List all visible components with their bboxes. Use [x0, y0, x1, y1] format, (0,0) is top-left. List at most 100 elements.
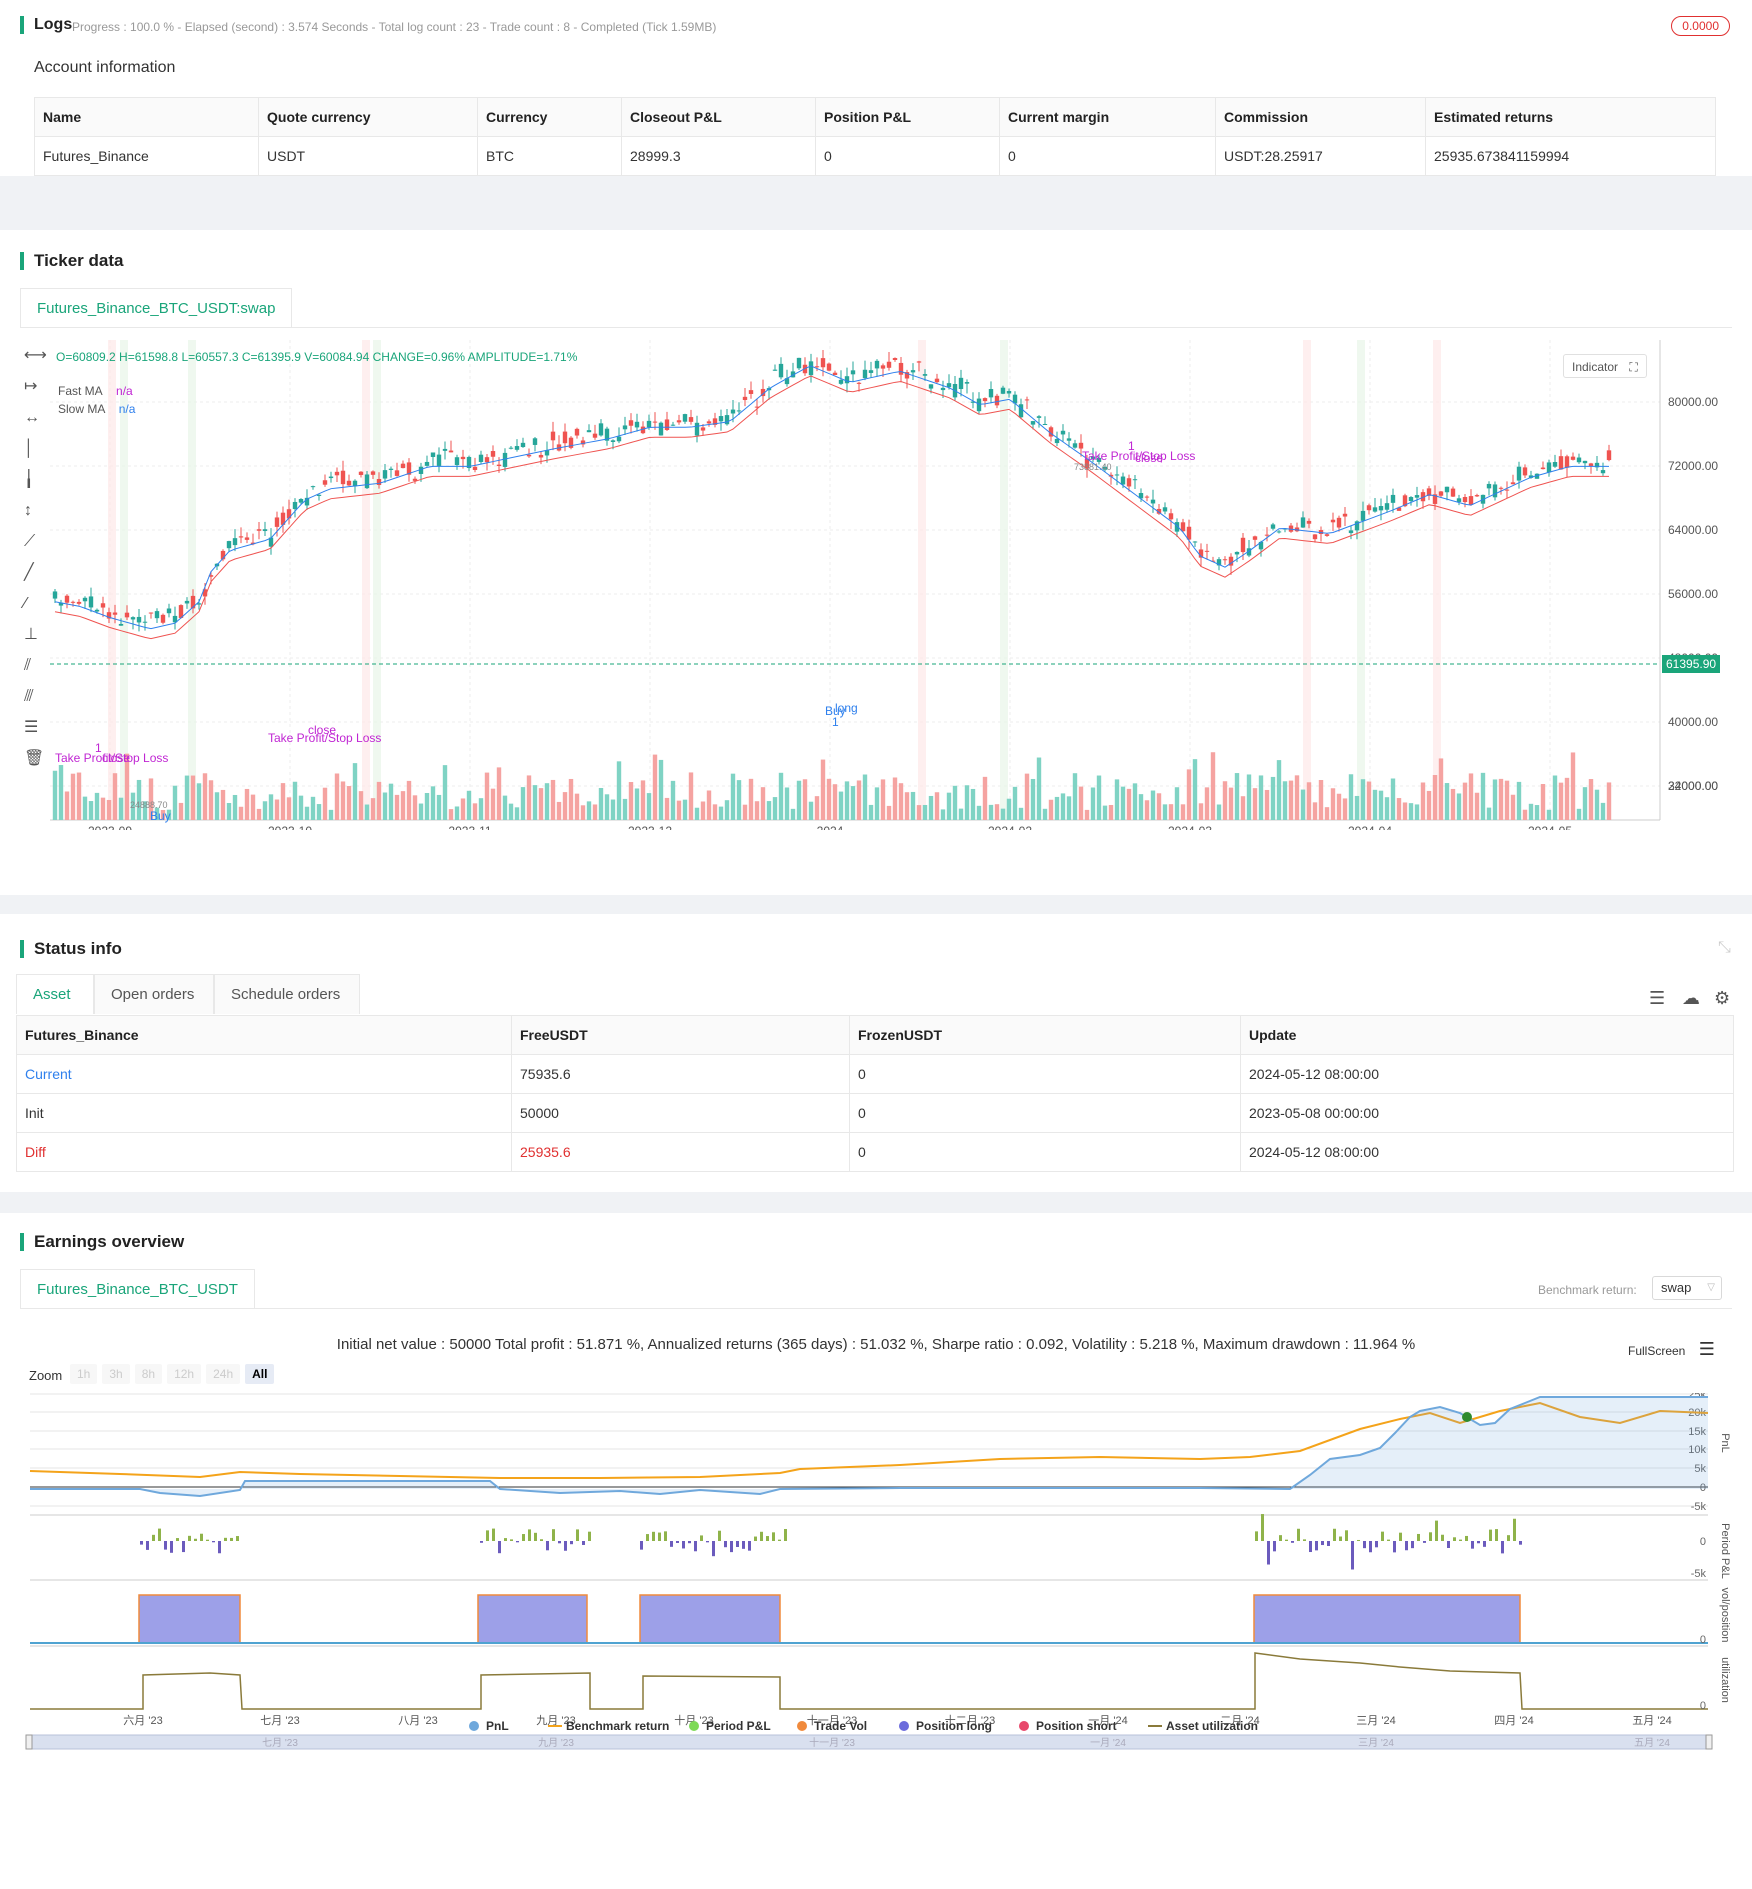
delete-drawings-icon[interactable]: 🗑: [24, 750, 45, 767]
volume-bar: [724, 800, 730, 820]
fullscreen-button[interactable]: FullScreen ☰: [1628, 1339, 1715, 1360]
logs-panel: Logs Progress : 100.0 % - Elapsed (secon…: [0, 0, 1752, 176]
volume-bar: [1042, 808, 1048, 820]
tab-asset[interactable]: Asset: [16, 974, 94, 1014]
period-pnl-bar: [1267, 1541, 1270, 1565]
tab-schedule-orders[interactable]: Schedule orders: [214, 974, 360, 1014]
legend-item-trade-vol[interactable]: Trade Vol: [814, 1719, 867, 1733]
candle-body: [466, 456, 472, 468]
zoom-1h-button[interactable]: 1h: [70, 1364, 98, 1384]
candle-body: [778, 363, 784, 378]
ray-tool-icon[interactable]: ╱: [24, 564, 34, 581]
segment-tool-icon[interactable]: ⁄: [24, 595, 27, 612]
benchmark-select[interactable]: swap ▽: [1652, 1276, 1722, 1300]
pitchfork-tool-icon[interactable]: ⫻: [24, 688, 34, 705]
menu-icon[interactable]: ☰: [1698, 1339, 1715, 1359]
row-label-current[interactable]: Current: [16, 1054, 512, 1094]
candle-body: [748, 390, 754, 394]
volume-bar: [526, 775, 532, 820]
volume-bar: [994, 804, 1000, 820]
status-title: Status info: [20, 940, 122, 958]
candlestick-chart[interactable]: 80000.0072000.0064000.0056000.0048000.00…: [50, 340, 1740, 830]
zoom-3h-button[interactable]: 3h: [102, 1364, 130, 1384]
zoom-8h-button[interactable]: 8h: [134, 1364, 163, 1384]
period-pnl-bar: [570, 1541, 573, 1545]
period-pnl-bar: [640, 1541, 643, 1550]
chart-annotation-tp2: Take Profit/Stop Loss: [268, 731, 381, 745]
y-tick-label: 80000.00: [1668, 395, 1718, 409]
volume-bar: [232, 794, 238, 820]
gear-icon[interactable]: ⚙: [1714, 988, 1731, 1008]
volume-bar: [322, 787, 328, 820]
cloud-upload-icon[interactable]: ☁: [1682, 988, 1700, 1008]
trend-line-tool-icon[interactable]: ⟋: [24, 533, 36, 550]
volume-bar: [1300, 789, 1306, 820]
legend-item-pnl[interactable]: PnL: [486, 1719, 509, 1733]
candle-body: [856, 382, 862, 384]
account-cell-2: BTC: [477, 136, 622, 176]
vertical-line-tool-icon[interactable]: │: [24, 440, 34, 457]
tab-ticker-symbol[interactable]: Futures_Binance_BTC_USDT:swap: [20, 288, 293, 328]
candle-body: [736, 410, 742, 412]
period-pnl-bar: [546, 1541, 549, 1551]
candle-body: [490, 451, 496, 457]
legend-item-position-long[interactable]: Position long: [916, 1719, 992, 1733]
volume-bar: [1270, 776, 1276, 820]
volume-bar: [538, 788, 544, 820]
account-table: Name Quote currency Currency Closeout P&L Po…: [34, 97, 1716, 176]
volume-bar: [184, 775, 190, 820]
legend-swatch: [899, 1721, 909, 1731]
candle-body: [1072, 443, 1078, 448]
period-pnl-bar: [1381, 1531, 1384, 1541]
horizontal-ray-tool-icon[interactable]: ↦: [24, 378, 38, 395]
parallel-channel-tool-icon[interactable]: ⫽: [24, 657, 32, 674]
horizontal-line-tool-icon[interactable]: ⟷: [24, 347, 47, 364]
volume-bar: [172, 785, 178, 820]
volume-bar: [1588, 779, 1594, 820]
period-pnl-bar: [1447, 1541, 1450, 1548]
volume-bar: [1192, 759, 1198, 820]
tab-earnings-symbol[interactable]: Futures_Binance_BTC_USDT: [20, 1269, 255, 1309]
candle-body: [604, 428, 610, 441]
legend-item-position-short[interactable]: Position short: [1036, 1719, 1117, 1733]
zoom-all-button[interactable]: All: [245, 1364, 275, 1384]
legend-item-asset-utilization[interactable]: Asset utilization: [1166, 1719, 1258, 1733]
tab-open-orders[interactable]: Open orders: [94, 974, 214, 1014]
position-long-block: [138, 1594, 241, 1644]
candle-body: [1036, 416, 1042, 418]
candle-body: [160, 614, 166, 623]
zoom-24h-button[interactable]: 24h: [206, 1364, 241, 1384]
period-pnl-bar: [1327, 1541, 1330, 1546]
volume-bar: [718, 806, 724, 820]
zoom-12h-button[interactable]: 12h: [167, 1364, 202, 1384]
account-col-5: Current margin: [999, 97, 1216, 137]
volume-bar: [1402, 802, 1408, 820]
price-label-tool-icon[interactable]: ⊥: [24, 626, 38, 643]
candle-body: [988, 389, 994, 398]
list-icon[interactable]: ☰: [1649, 988, 1666, 1008]
ma-legend: Fast MA n/a Slow MA n/a: [58, 384, 135, 420]
vertical-segment-tool-icon[interactable]: ↕: [24, 502, 32, 519]
candle-body: [1294, 527, 1300, 532]
indicator-button[interactable]: Indicator ⛶: [1563, 354, 1647, 378]
horizontal-segment-tool-icon[interactable]: ↔: [24, 409, 40, 426]
legend-item-period-p-l[interactable]: Period P&L: [706, 1719, 771, 1733]
candle-body: [226, 541, 232, 549]
volume-bar: [460, 798, 466, 820]
volume-bar: [1480, 772, 1486, 820]
fib-retracement-tool-icon[interactable]: ☰: [24, 719, 39, 736]
volume-bar: [1600, 802, 1606, 820]
x-tick-label: 2024: [817, 824, 844, 830]
expand-icon[interactable]: ⛶: [1629, 360, 1638, 374]
candle-body: [430, 452, 436, 457]
period-pnl-bar: [1435, 1520, 1438, 1541]
vertical-ray-tool-icon[interactable]: ╽: [24, 471, 34, 488]
volume-bar: [376, 781, 382, 820]
volume-bar: [616, 761, 622, 820]
volume-bar: [694, 807, 700, 820]
period-pnl-bar: [182, 1541, 185, 1553]
legend-item-benchmark-return[interactable]: Benchmark return: [566, 1719, 669, 1733]
collapse-icon[interactable]: ⤡: [1718, 939, 1731, 956]
volume-bar: [892, 777, 898, 820]
